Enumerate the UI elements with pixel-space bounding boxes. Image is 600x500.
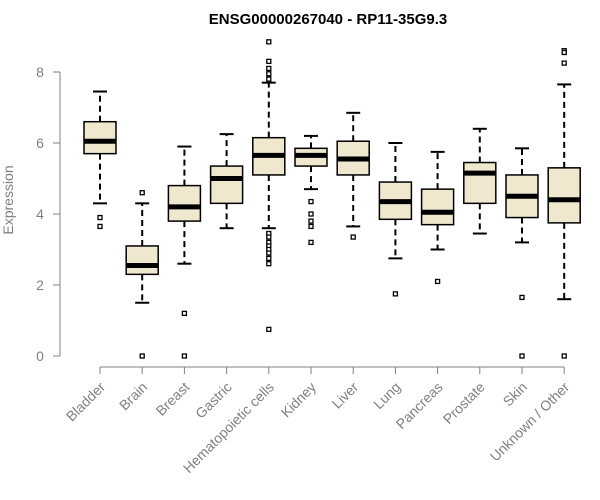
- x-tick-label: Bladder: [63, 379, 109, 425]
- outlier-point: [266, 234, 272, 240]
- box-2: [167, 145, 202, 359]
- box-9: [463, 127, 497, 235]
- y-tick-label: 6: [36, 135, 44, 151]
- outlier-point: [266, 39, 272, 45]
- outlier-point: [308, 239, 314, 246]
- chart-title: ENSG00000267040 - RP11-35G9.3: [209, 11, 448, 28]
- iqr-box: [547, 167, 581, 224]
- outlier-point: [266, 261, 272, 267]
- y-tick-label: 0: [36, 348, 44, 364]
- box-10: [505, 147, 539, 359]
- x-tick-label: Skin: [500, 379, 531, 410]
- y-axis-label: Expression: [0, 165, 16, 234]
- iqr-box: [125, 245, 159, 276]
- iqr-box: [83, 120, 117, 155]
- box-11: [547, 48, 581, 359]
- outlier-point: [181, 353, 188, 359]
- outlier-point: [97, 214, 103, 221]
- plot-area: [83, 39, 581, 359]
- x-tick-label: Breast: [153, 379, 193, 419]
- outlier-point: [181, 310, 188, 317]
- outlier-point: [308, 211, 314, 217]
- box-4: [252, 39, 286, 333]
- iqr-box: [167, 184, 202, 222]
- y-axis: 0 2 4 6 8: [36, 64, 61, 364]
- box-7: [378, 142, 413, 297]
- box-8: [420, 150, 455, 285]
- outlier-point: [392, 291, 399, 297]
- x-tick-label: Lung: [370, 379, 403, 412]
- box-3: [209, 133, 244, 230]
- x-tick-label: Kidney: [278, 379, 320, 421]
- x-tick-label: Prostate: [440, 379, 488, 427]
- x-tick-label: Brain: [116, 379, 150, 413]
- outlier-point: [308, 198, 314, 205]
- outlier-point: [266, 255, 272, 262]
- iqr-box: [209, 165, 244, 205]
- outlier-point: [434, 278, 441, 285]
- outlier-point: [266, 76, 272, 82]
- box-0: [83, 90, 117, 230]
- y-tick-label: 2: [36, 277, 44, 293]
- outlier-point: [97, 223, 103, 230]
- x-tick-label: Pancreas: [393, 379, 446, 432]
- box-6: [336, 111, 370, 240]
- box-5: [294, 134, 328, 246]
- y-tick-label: 8: [36, 64, 44, 80]
- outlier-point: [350, 234, 356, 240]
- outlier-point: [308, 223, 314, 230]
- outlier-point: [519, 353, 525, 359]
- iqr-box: [463, 161, 497, 205]
- outlier-point: [266, 71, 272, 77]
- x-tick-label: Liver: [329, 379, 362, 412]
- outlier-point: [308, 218, 314, 224]
- outlier-point: [561, 60, 567, 66]
- outlier-point: [266, 58, 272, 64]
- outlier-point: [266, 250, 272, 256]
- y-tick-label: 4: [36, 206, 44, 222]
- outlier-point: [266, 326, 272, 333]
- outlier-point: [139, 190, 145, 196]
- outlier-point: [139, 353, 145, 359]
- iqr-box: [420, 188, 455, 226]
- box-1: [125, 190, 159, 359]
- outlier-point: [561, 353, 567, 359]
- x-tick-label: Unknown / Other: [487, 379, 573, 465]
- outlier-point: [266, 65, 272, 72]
- outlier-point: [561, 49, 567, 56]
- outlier-point: [519, 294, 525, 301]
